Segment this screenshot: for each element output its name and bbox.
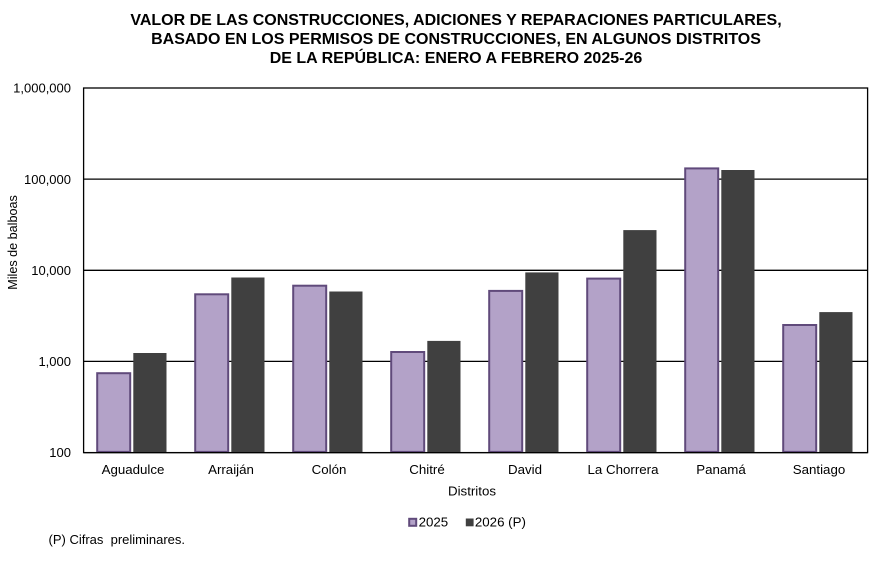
svg-text:(P) Cifras preliminares.: (P) Cifras preliminares.	[49, 532, 186, 547]
svg-text:100,000: 100,000	[24, 172, 71, 187]
svg-text:Distritos: Distritos	[448, 484, 496, 499]
svg-text:La Chorrera: La Chorrera	[588, 462, 660, 477]
svg-text:Panamá: Panamá	[696, 462, 746, 477]
svg-text:Miles de balboas: Miles de balboas	[6, 195, 20, 290]
svg-text:1,000,000: 1,000,000	[13, 81, 71, 96]
svg-text:Arraiján: Arraiján	[208, 462, 254, 477]
svg-text:1,000: 1,000	[38, 354, 71, 369]
svg-text:2025: 2025	[419, 515, 449, 530]
svg-text:2026 (P): 2026 (P)	[475, 515, 526, 530]
svg-text:DE LA REPÚBLICA: ENERO A FEBRE: DE LA REPÚBLICA: ENERO A FEBRERO 2025-26	[270, 48, 643, 67]
svg-text:Santiago: Santiago	[793, 462, 846, 477]
svg-text:Chitré: Chitré	[409, 462, 444, 477]
svg-text:Colón: Colón	[312, 462, 347, 477]
svg-text:10,000: 10,000	[31, 263, 71, 278]
svg-text:David: David	[508, 462, 542, 477]
svg-text:Aguadulce: Aguadulce	[102, 462, 165, 477]
svg-text:VALOR DE LAS CONSTRUCCIONES, A: VALOR DE LAS CONSTRUCCIONES, ADICIONES Y…	[130, 12, 781, 29]
svg-text:100: 100	[49, 445, 71, 460]
svg-text:BASADO EN LOS PERMISOS DE CONS: BASADO EN LOS PERMISOS DE CONSTRUCCIONES…	[151, 31, 761, 48]
